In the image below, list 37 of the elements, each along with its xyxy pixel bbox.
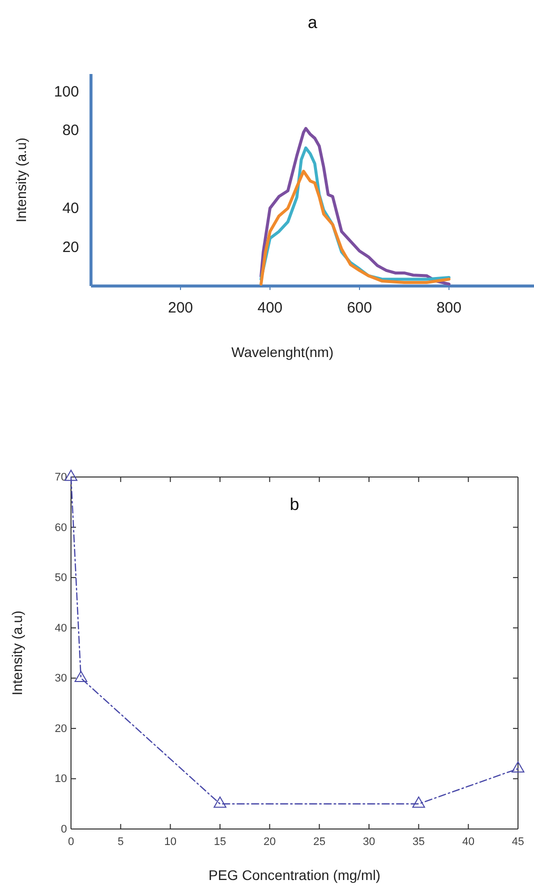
point: [214, 796, 226, 808]
point: [74, 670, 88, 682]
x-tick-label: 35: [412, 836, 425, 848]
text: b: [290, 495, 300, 514]
y-tick-label: 70: [54, 472, 67, 484]
chart-title: a: [308, 13, 318, 32]
y-tick-label: 40: [54, 622, 67, 634]
y-tick-label: 30: [54, 672, 67, 685]
x-tick-label: 15: [214, 836, 226, 848]
x-tick-label: 600: [346, 300, 372, 317]
x-axis-title: Wavelenght(nm): [231, 344, 334, 360]
y-tick-label: 0: [60, 824, 67, 836]
x-tick-label: 400: [257, 300, 283, 317]
y-tick-label: 10: [54, 773, 67, 786]
point: [512, 761, 524, 773]
x-axis-title: PEG Concentration (mg/ml): [208, 867, 380, 883]
y-tick-label: 40: [62, 200, 79, 217]
y-tick-label: 20: [54, 722, 67, 735]
x-tick-label: 25: [313, 836, 326, 848]
x-tick-label: 20: [264, 836, 276, 848]
x-tick-label: 30: [362, 836, 376, 848]
y-tick-label: 60: [54, 522, 67, 534]
y-axis-title: Intensity (a.u): [9, 610, 25, 696]
x-tick-label: 200: [168, 300, 194, 317]
y-tick-label: 100: [54, 83, 79, 100]
line-series: [260, 126, 450, 286]
point: [412, 796, 426, 808]
y-tick-label: 20: [62, 238, 79, 256]
x-tick-label: 10: [164, 836, 176, 848]
x-tick-label: 5: [118, 836, 124, 848]
x-tick-label: 45: [512, 836, 524, 848]
x-tick-label: 40: [462, 836, 474, 848]
x-tick-label: 800: [436, 300, 462, 317]
line-series: [260, 170, 450, 286]
y-tick-label: 80: [62, 122, 79, 140]
y-tick-label: 50: [54, 572, 67, 584]
y-axis-title: Intensity (a.u): [13, 138, 29, 222]
